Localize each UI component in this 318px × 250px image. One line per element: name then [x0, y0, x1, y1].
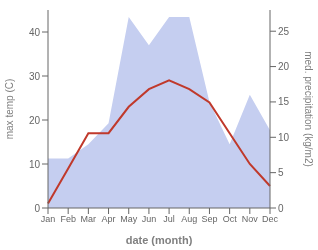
svg-text:20: 20 — [29, 115, 41, 126]
svg-text:Oct: Oct — [223, 214, 238, 224]
svg-text:0: 0 — [278, 203, 284, 214]
svg-text:Dec: Dec — [262, 214, 279, 224]
svg-text:5: 5 — [278, 167, 284, 178]
svg-text:Feb: Feb — [60, 214, 76, 224]
svg-text:Aug: Aug — [181, 214, 197, 224]
svg-text:10: 10 — [278, 132, 290, 143]
svg-text:Sep: Sep — [201, 214, 217, 224]
svg-text:10: 10 — [29, 159, 41, 170]
svg-text:Jun: Jun — [142, 214, 157, 224]
svg-text:max temp (C): max temp (C) — [8, 79, 15, 140]
svg-text:25: 25 — [278, 26, 290, 37]
svg-text:Jul: Jul — [163, 214, 175, 224]
svg-text:med. precipitation (kg/m2): med. precipitation (kg/m2) — [303, 51, 310, 167]
svg-text:Apr: Apr — [102, 214, 116, 224]
svg-text:0: 0 — [34, 203, 40, 214]
svg-text:May: May — [120, 214, 138, 224]
svg-text:15: 15 — [278, 96, 290, 107]
svg-text:20: 20 — [278, 61, 290, 72]
svg-text:Mar: Mar — [81, 214, 97, 224]
svg-text:30: 30 — [29, 71, 41, 82]
svg-text:Nov: Nov — [242, 214, 259, 224]
svg-text:date (month): date (month) — [126, 234, 193, 246]
svg-text:Jan: Jan — [41, 214, 56, 224]
svg-text:40: 40 — [29, 27, 41, 38]
